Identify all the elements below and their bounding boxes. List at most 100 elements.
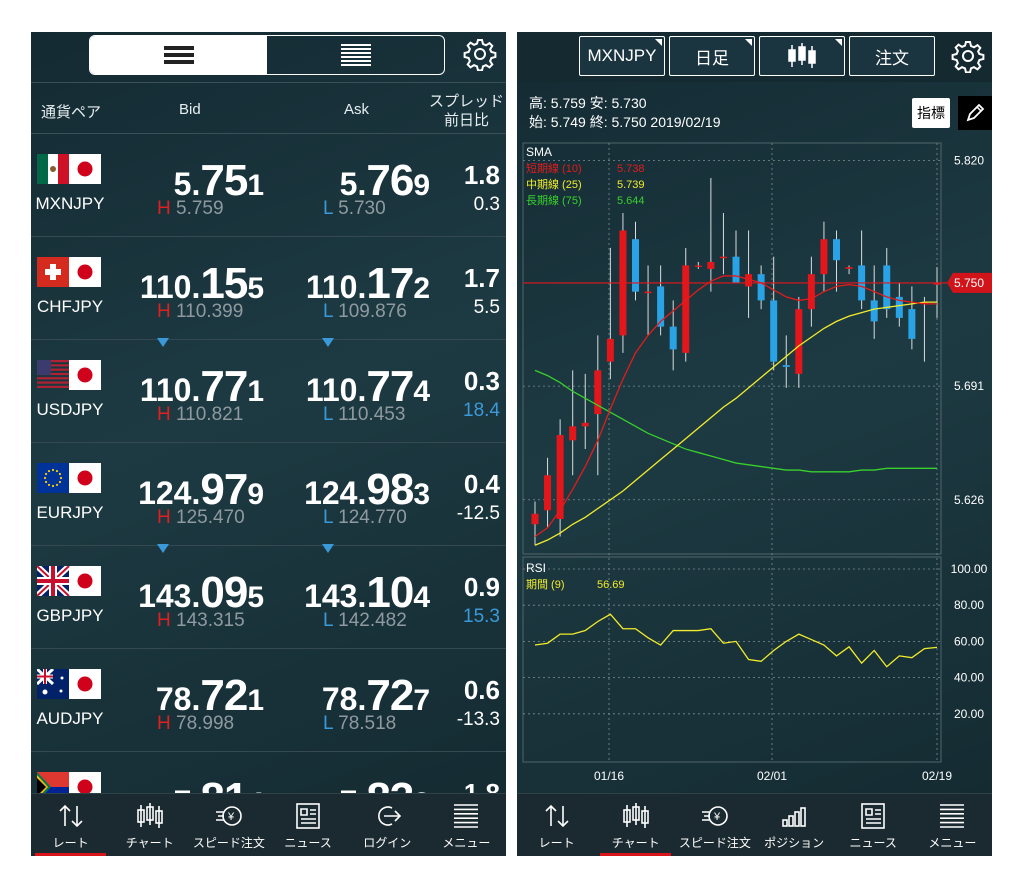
tab-rate-arrows[interactable]: レート [31, 794, 110, 856]
ask-price-pips: 17 [366, 259, 414, 308]
tab-label: チャート [611, 836, 660, 850]
rate-top-bar [31, 32, 506, 83]
sma-long-value: 5.644 [617, 195, 645, 207]
high-value: H 143.315 [157, 610, 245, 631]
bid-price[interactable]: 110.155 [140, 259, 264, 308]
bid-price[interactable]: 5.751 [174, 156, 264, 205]
rsi-tick-label: 80.00 [954, 598, 984, 612]
detail-view-tab[interactable] [90, 36, 267, 74]
login-icon [378, 806, 402, 826]
price-tick-label: 5.691 [954, 379, 984, 393]
candle-body [657, 286, 665, 327]
candle-body [531, 513, 539, 525]
tab-candlestick[interactable]: チャート [596, 794, 675, 856]
ask-price-fraction: 7 [413, 684, 430, 717]
ask-price[interactable]: 110.172 [306, 259, 430, 308]
tab-speed-order[interactable]: ¥ スピード注文 [189, 794, 268, 856]
tab-candlestick[interactable]: チャート [110, 794, 189, 856]
low-value: L 78.518 [323, 713, 397, 734]
news-icon [861, 803, 886, 829]
candle-body [606, 338, 614, 362]
sma-short-label: 短期線 (10) [526, 161, 582, 175]
draw-tool-button[interactable] [958, 96, 992, 130]
bid-price[interactable]: 143.095 [138, 568, 264, 617]
tab-icon-wrap [110, 802, 189, 830]
tab-speed-order[interactable]: ¥ スピード注文 [675, 794, 754, 856]
indicator-button[interactable]: 指標 [912, 98, 950, 128]
tab-icon-wrap [427, 802, 506, 830]
sma-short-line [534, 275, 937, 538]
ask-price[interactable]: 5.769 [340, 156, 430, 205]
chart-toolbar: MXNJPY 日足 注文 [517, 32, 992, 82]
order-button[interactable]: 注文 [849, 36, 935, 76]
rsi-pane [522, 556, 942, 763]
high-value: H 5.759 [157, 198, 224, 219]
period-select-button[interactable]: 日足 [669, 36, 755, 76]
chart-type-button[interactable] [759, 36, 845, 76]
rate-row-chfjpy[interactable]: CHFJPY 110.155 110.172 H 110.399 L 109.876 1.… [31, 237, 506, 340]
tab-position-bars[interactable]: ポジション [755, 794, 834, 856]
tab-label: メニュー [442, 836, 491, 850]
rsi-value: 56.69 [597, 579, 625, 591]
compact-view-tab[interactable] [267, 36, 444, 74]
ask-price-fraction: 9 [413, 169, 430, 202]
tab-news[interactable]: ニュース [269, 794, 348, 856]
view-mode-toggle[interactable] [89, 35, 445, 75]
tab-login[interactable]: ログイン [348, 794, 427, 856]
menu-icon [163, 46, 194, 64]
rate-row-mxnjpy[interactable]: MXNJPY 5.751 5.769 H 5.759 L 5.730 1.8 0.3 [31, 134, 506, 237]
candle-body [732, 256, 740, 283]
gear-icon[interactable] [463, 37, 497, 71]
bid-price-fraction: 1 [247, 375, 264, 408]
price-chart[interactable]: 01/16 02/01 02/19 5.820 5.691 5.626 100.00 80.0… [517, 137, 992, 794]
rate-row-audjpy[interactable]: AUDJPY 78.721 78.727 H 78.998 L 78.518 0.6 -13… [31, 649, 506, 752]
gear-icon[interactable] [951, 39, 985, 73]
high-value: H 125.470 [157, 507, 245, 528]
bid-price-major: 143. [138, 578, 201, 614]
bid-price-fraction: 9 [247, 478, 264, 511]
tab-menu[interactable]: メニュー [427, 794, 506, 856]
change-value: -12.5 [456, 503, 500, 524]
pair-name: GBPJPY [36, 606, 104, 625]
rate-row-eurjpy[interactable]: EURJPY 124.979 124.983 H 125.470 L 124.770 0.… [31, 443, 506, 546]
current-price-tag [947, 272, 992, 293]
bid-price[interactable]: 110.771 [140, 362, 264, 411]
ohlc-readout: 高: 5.759 安: 5.730 始: 5.749 終: 5.750 2019… [529, 94, 720, 132]
ask-price-pips: 77 [366, 362, 414, 411]
ask-price[interactable]: 78.727 [322, 671, 430, 720]
ask-price[interactable]: 110.774 [306, 362, 430, 411]
sma-title: SMA [526, 145, 552, 159]
ask-price[interactable]: 124.983 [304, 465, 430, 514]
tab-label: ポジション [764, 836, 825, 850]
tab-news[interactable]: ニュース [834, 794, 913, 856]
spread-value: 0.3 [463, 366, 500, 396]
candle-body [745, 274, 753, 287]
pair-name: MXNJPY [35, 194, 105, 213]
bid-price[interactable]: 78.721 [156, 671, 264, 720]
ask-price-fraction: 4 [413, 375, 430, 408]
ask-price[interactable]: 143.104 [304, 568, 430, 617]
pair-select-button[interactable]: MXNJPY [579, 36, 665, 76]
rsi-title: RSI [526, 561, 546, 575]
date-tick-label: 02/01 [757, 769, 787, 783]
active-tab-indicator [35, 853, 107, 856]
tab-rate-arrows[interactable]: レート [517, 794, 596, 856]
change-value: 15.3 [463, 606, 500, 627]
bid-price-pips: 09 [200, 568, 248, 617]
uk-japan-flag-icon [37, 566, 101, 596]
sma-long-label: 長期線 (75) [526, 193, 582, 207]
menu-icon [940, 804, 965, 828]
low-value: L 124.770 [323, 507, 407, 528]
ask-price-major: 124. [304, 475, 367, 511]
candle-body [594, 370, 602, 415]
candle-body [782, 365, 790, 367]
rate-row-gbpjpy[interactable]: GBPJPY 143.095 143.104 H 143.315 L 142.482 0.… [31, 544, 506, 649]
rate-row-usdjpy[interactable]: USDJPY 110.771 110.774 H 110.821 L 110.453 0.… [31, 338, 506, 443]
tab-label: ログイン [363, 836, 412, 850]
bid-price[interactable]: 124.979 [138, 465, 264, 514]
tab-label: メニュー [928, 836, 977, 850]
tab-menu[interactable]: メニュー [913, 794, 992, 856]
candle-body [544, 475, 552, 511]
spread-value: 0.9 [463, 572, 500, 602]
pencil-icon [966, 103, 985, 122]
